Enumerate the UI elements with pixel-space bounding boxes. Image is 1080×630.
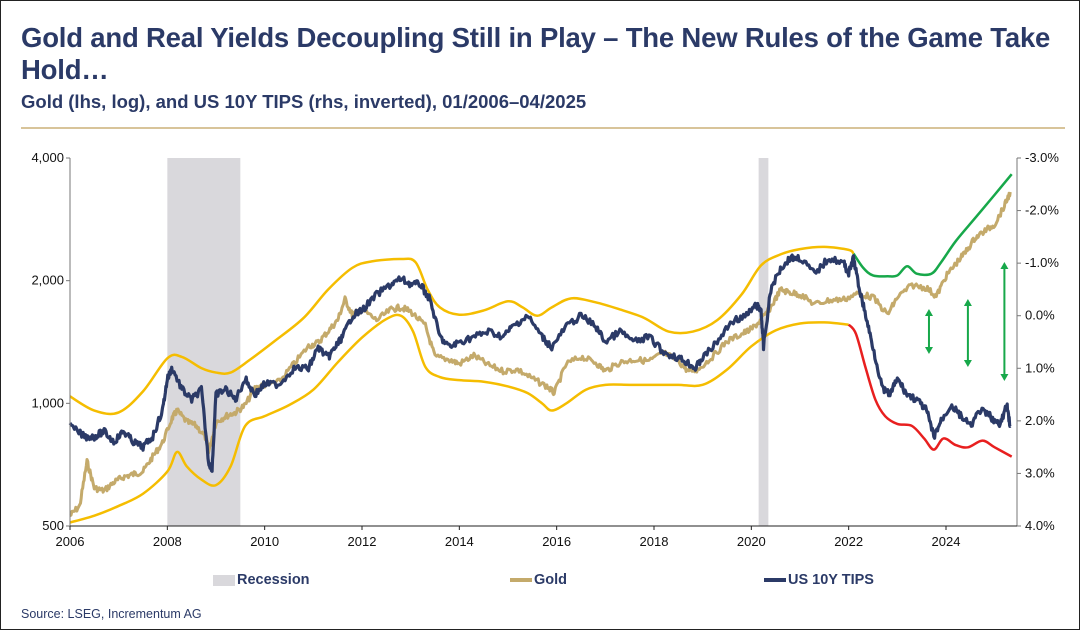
y-right-tick-label: 1.0% (1025, 360, 1055, 375)
x-tick-label: 2022 (834, 534, 863, 549)
upper-channel-line (69, 245, 855, 416)
legend-swatch-gold (510, 578, 532, 582)
x-tick-label: 2014 (445, 534, 474, 549)
arrow-head-down-icon (1000, 374, 1009, 381)
x-tick-label: 2008 (153, 534, 182, 549)
y-right-tick-label: 3.0% (1025, 465, 1055, 480)
double-arrow-annotation (924, 309, 933, 354)
arrow-head-up-icon (1000, 262, 1009, 269)
x-tick-label: 2024 (932, 534, 961, 549)
legend-label-gold: Gold (534, 572, 568, 588)
chart-subtitle: Gold (lhs, log), and US 10Y TIPS (rhs, i… (21, 91, 587, 112)
legend-label-tips: US 10Y TIPS (788, 572, 874, 588)
x-tick-label: 2018 (640, 534, 669, 549)
x-tick-label: 2006 (56, 534, 85, 549)
arrow-head-up-icon (924, 309, 933, 316)
upper-channel-green-line (852, 173, 1013, 278)
legend-item-tips: US 10Y TIPS (764, 572, 874, 588)
tips-series-line (68, 253, 1012, 473)
y-left-tick-label: 500 (42, 518, 64, 533)
lower-channel-red-line (847, 323, 1013, 458)
recession-band-0 (167, 158, 241, 526)
y-right-tick-label: 0.0% (1025, 308, 1055, 323)
title-divider (21, 127, 1065, 129)
arrow-head-down-icon (963, 360, 972, 367)
legend-item-recession: Recession (213, 572, 310, 588)
x-tick-label: 2012 (348, 534, 377, 549)
x-tick-label: 2016 (542, 534, 571, 549)
legend-label-recession: Recession (237, 572, 310, 588)
double-arrow-annotation (963, 299, 972, 367)
legend-item-gold: Gold (510, 572, 567, 588)
y-right-tick-label: 4.0% (1025, 518, 1055, 533)
y-left-tick-label: 4,000 (31, 150, 64, 165)
y-right-tick-label: -3.0% (1025, 150, 1059, 165)
gold-series-line (69, 191, 1012, 517)
legend-swatch-recession (213, 574, 235, 586)
legend-swatch-tips (764, 578, 786, 582)
x-tick-label: 2020 (737, 534, 766, 549)
double-arrow-annotation (1000, 262, 1009, 381)
source-note: Source: LSEG, Incrementum AG (21, 607, 202, 621)
y-right-tick-label: 2.0% (1025, 413, 1055, 428)
x-tick-label: 2010 (250, 534, 279, 549)
y-right-tick-label: -1.0% (1025, 255, 1059, 270)
arrow-head-down-icon (924, 347, 933, 354)
y-left-tick-label: 2,000 (31, 273, 64, 288)
y-left-tick-label: 1,000 (31, 395, 64, 410)
y-right-tick-label: -2.0% (1025, 203, 1059, 218)
arrow-head-up-icon (963, 299, 972, 306)
chart-title: Gold and Real Yields Decoupling Still in… (21, 22, 1051, 85)
lower-channel-line (69, 313, 849, 524)
